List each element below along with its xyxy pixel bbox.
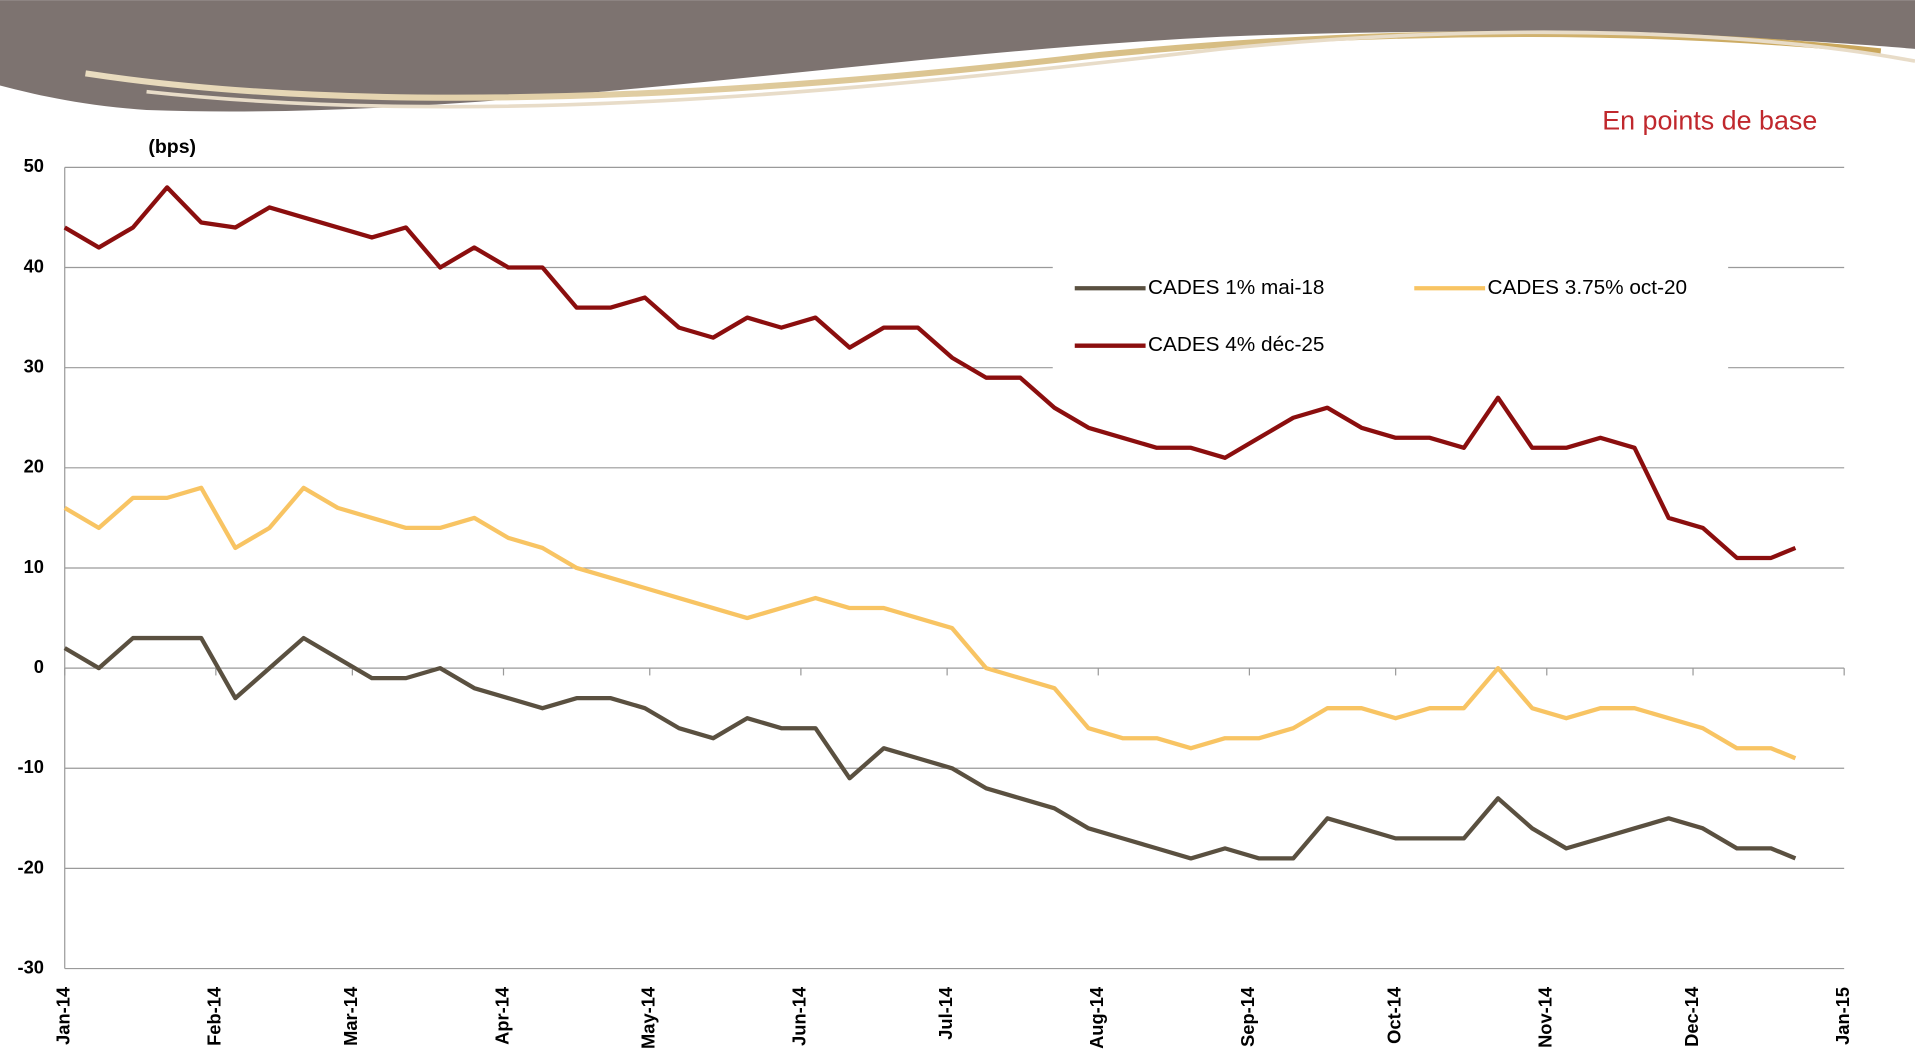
- banner: [0, 0, 1915, 112]
- legend: [1052, 258, 1729, 369]
- legend-label: CADES 3.75% oct-20: [1488, 276, 1688, 299]
- legend-entries: CADES 1% mai-18 CADES 3.75% oct-20 CADES 4…: [1074, 276, 1688, 356]
- x-tick-label: Sep-14: [1237, 986, 1258, 1047]
- series-line: [63, 185, 1797, 561]
- series-line: [63, 485, 1797, 761]
- y-tick-label: -30: [18, 956, 44, 977]
- x-tick-label: May-14: [638, 986, 659, 1049]
- x-tick-label: Aug-14: [1086, 986, 1107, 1049]
- y-tick-label: 30: [24, 356, 44, 377]
- y-tick-label: 10: [24, 556, 44, 577]
- x-tick-label: Jan-14: [53, 986, 74, 1045]
- y-tick-label: 50: [24, 155, 44, 176]
- x-tick-label: Mar-14: [340, 986, 361, 1046]
- x-tick-label: Jun-14: [789, 986, 810, 1046]
- x-tick-label: Jul-14: [935, 986, 956, 1040]
- legend-label: CADES 1% mai-18: [1148, 276, 1324, 299]
- grid: -30 -20 -10 0 10 20 30 40 50 Jan-14 Feb-14 Mar-14 Ap…: [18, 155, 1853, 1049]
- chart-title: En points de base: [1602, 105, 1817, 135]
- x-tick-label: Jan-15: [1832, 987, 1853, 1045]
- y-tick-label: 20: [24, 456, 44, 477]
- y-tick-label: -10: [18, 756, 44, 777]
- x-tick-label: Oct-14: [1383, 986, 1404, 1044]
- y-axis-label: (bps): [148, 136, 196, 158]
- x-tick-label: Dec-14: [1681, 986, 1702, 1047]
- y-tick-label: 40: [24, 255, 44, 276]
- x-tick-label: Apr-14: [491, 986, 512, 1045]
- plot-area: [63, 185, 1797, 861]
- legend-label: CADES 4% déc-25: [1148, 333, 1324, 356]
- y-tick-label: -20: [18, 856, 44, 877]
- y-tick-label: 0: [34, 656, 44, 677]
- x-tick-label: Feb-14: [204, 986, 225, 1046]
- series-line: [63, 635, 1797, 861]
- x-tick-label: Nov-14: [1535, 986, 1556, 1048]
